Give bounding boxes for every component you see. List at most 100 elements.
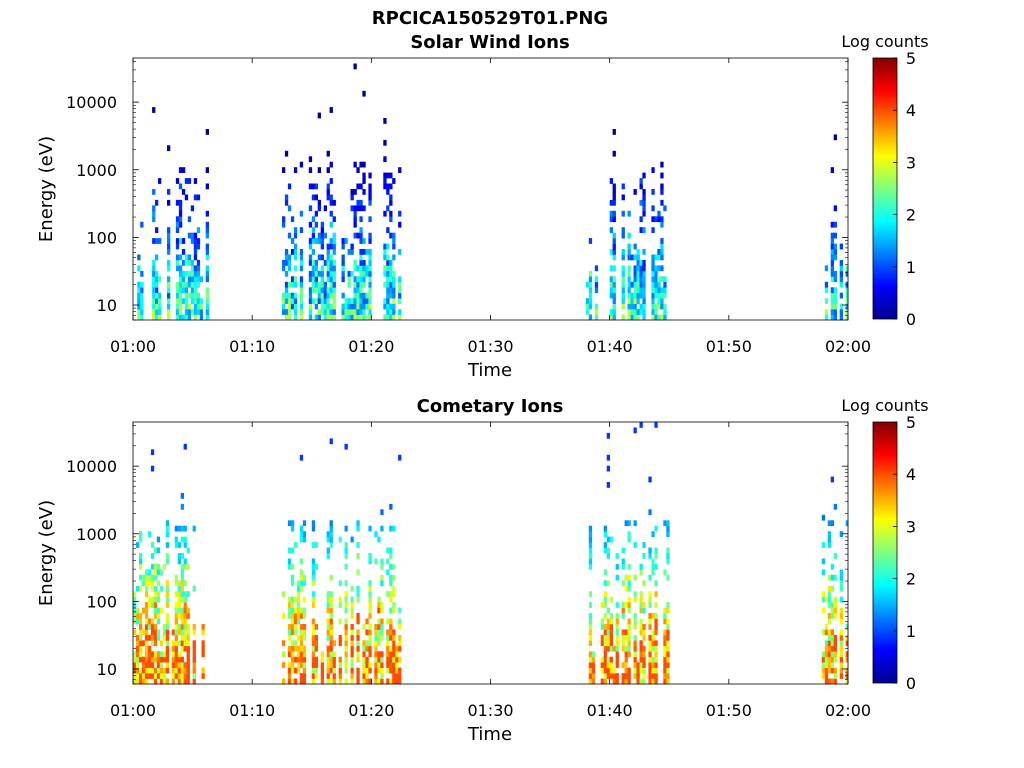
- spectrogram-cell: [347, 303, 351, 310]
- spectrogram-cell: [156, 651, 161, 658]
- colorbar-label: Log counts: [841, 32, 928, 51]
- spectrogram-cell: [147, 645, 152, 652]
- spectrogram-cell: [624, 634, 628, 641]
- spectrogram-cell: [183, 678, 187, 685]
- spectrogram-cell: [205, 232, 209, 239]
- spectrogram-cell: [612, 249, 616, 255]
- spectrogram-cell: [326, 645, 330, 652]
- colorbar-tick-label: 0: [906, 674, 916, 693]
- spectrogram-cell: [833, 221, 837, 228]
- spectrogram-cell: [621, 613, 625, 619]
- spectrogram-cell: [152, 270, 156, 277]
- spectrogram-cell: [833, 651, 837, 658]
- spectrogram-cell: [627, 520, 631, 527]
- spectrogram-cell: [395, 678, 399, 685]
- spectrogram-cell: [824, 596, 829, 603]
- spectrogram-cell: [830, 640, 834, 647]
- spectrogram-cell: [205, 210, 209, 217]
- spectrogram-cell: [329, 238, 333, 244]
- spectrogram-cell: [180, 613, 184, 619]
- spectrogram-cell: [392, 270, 396, 277]
- spectrogram-cell: [636, 281, 640, 288]
- spectrogram-cell: [588, 624, 593, 630]
- spectrogram-cell: [165, 602, 170, 608]
- spectrogram-cell: [657, 249, 661, 255]
- colorbar-tick-label: 1: [906, 258, 916, 277]
- spectrogram-cell: [642, 249, 646, 255]
- spectrogram-cell: [153, 596, 158, 603]
- spectrogram-cell: [833, 243, 837, 250]
- spectrogram-cell: [350, 602, 354, 608]
- spectrogram-cell: [827, 591, 831, 597]
- spectrogram-cell: [368, 585, 372, 592]
- spectrogram-cell: [296, 645, 301, 652]
- x-axis-label: Time: [467, 360, 512, 381]
- spectrogram-cell: [600, 602, 604, 608]
- spectrogram-cell: [153, 624, 158, 630]
- spectrogram-cell: [167, 227, 171, 233]
- spectrogram-cell: [293, 303, 298, 310]
- spectrogram-cell: [139, 531, 143, 537]
- spectrogram-cell: [392, 662, 396, 668]
- y-tick-label: 100: [86, 228, 117, 247]
- spectrogram-cell: [377, 602, 381, 608]
- spectrogram-cell: [368, 172, 372, 179]
- spectrogram-cell: [374, 678, 378, 685]
- spectrogram-cell: [296, 634, 301, 641]
- spectrogram-cell: [186, 547, 190, 554]
- y-tick-label: 100: [86, 592, 117, 611]
- spectrogram-cell: [144, 629, 149, 636]
- spectrogram-cell: [150, 634, 155, 641]
- spectrogram-cell: [196, 292, 201, 299]
- spectrogram-cell: [323, 232, 327, 239]
- spectrogram-cell: [827, 645, 831, 652]
- spectrogram-cell: [612, 292, 616, 299]
- spectrogram-cell: [350, 651, 354, 658]
- spectrogram-cell: [175, 199, 180, 206]
- spectrogram-cell: [368, 216, 372, 223]
- spectrogram-cell: [654, 292, 658, 299]
- spectrogram-cell: [824, 667, 829, 674]
- spectrogram-cell: [389, 591, 393, 597]
- spectrogram-cell: [205, 298, 209, 304]
- spectrogram-cell: [156, 607, 161, 614]
- spectrogram-cell: [642, 260, 646, 266]
- spectrogram-cell: [654, 287, 658, 294]
- spectrogram-cell: [588, 629, 593, 636]
- spectrogram-cell: [621, 210, 625, 217]
- spectrogram-cell: [158, 309, 162, 315]
- spectrogram-cell: [392, 591, 396, 597]
- spectrogram-cell: [174, 673, 178, 679]
- spectrogram-cell: [600, 662, 604, 668]
- spectrogram-cell: [329, 613, 333, 619]
- spectrogram-cell: [606, 547, 610, 554]
- spectrogram-cell: [311, 602, 316, 608]
- spectrogram-cell: [299, 634, 304, 641]
- spectrogram-cell: [377, 662, 381, 668]
- spectrogram-cell: [633, 298, 637, 304]
- spectrogram-cell: [648, 596, 652, 603]
- spectrogram-cell: [845, 624, 849, 630]
- spectrogram-cell: [186, 624, 190, 630]
- spectrogram-cell: [827, 629, 831, 636]
- spectrogram-cell: [380, 580, 384, 587]
- spectrogram-cell: [666, 678, 670, 685]
- spectrogram-cell: [320, 232, 324, 239]
- spectrogram-cell: [642, 227, 646, 233]
- spectrogram-cell: [326, 167, 330, 173]
- spectrogram-cell: [184, 281, 189, 288]
- spectrogram-cell: [174, 634, 178, 641]
- spectrogram-cell: [181, 249, 186, 255]
- spectrogram-cell: [317, 298, 321, 304]
- spectrogram-cell: [317, 314, 321, 321]
- spectrogram-cell: [633, 520, 637, 527]
- spectrogram-cell: [344, 667, 348, 674]
- spectrogram-cell: [389, 303, 393, 310]
- spectrogram-cell: [663, 569, 667, 576]
- spectrogram-cell: [398, 454, 402, 461]
- spectrogram-cell: [167, 199, 171, 206]
- spectrogram-cell: [290, 618, 295, 625]
- spectrogram-cell: [612, 254, 616, 261]
- spectrogram-cell: [839, 640, 843, 647]
- spectrogram-cell: [338, 536, 342, 543]
